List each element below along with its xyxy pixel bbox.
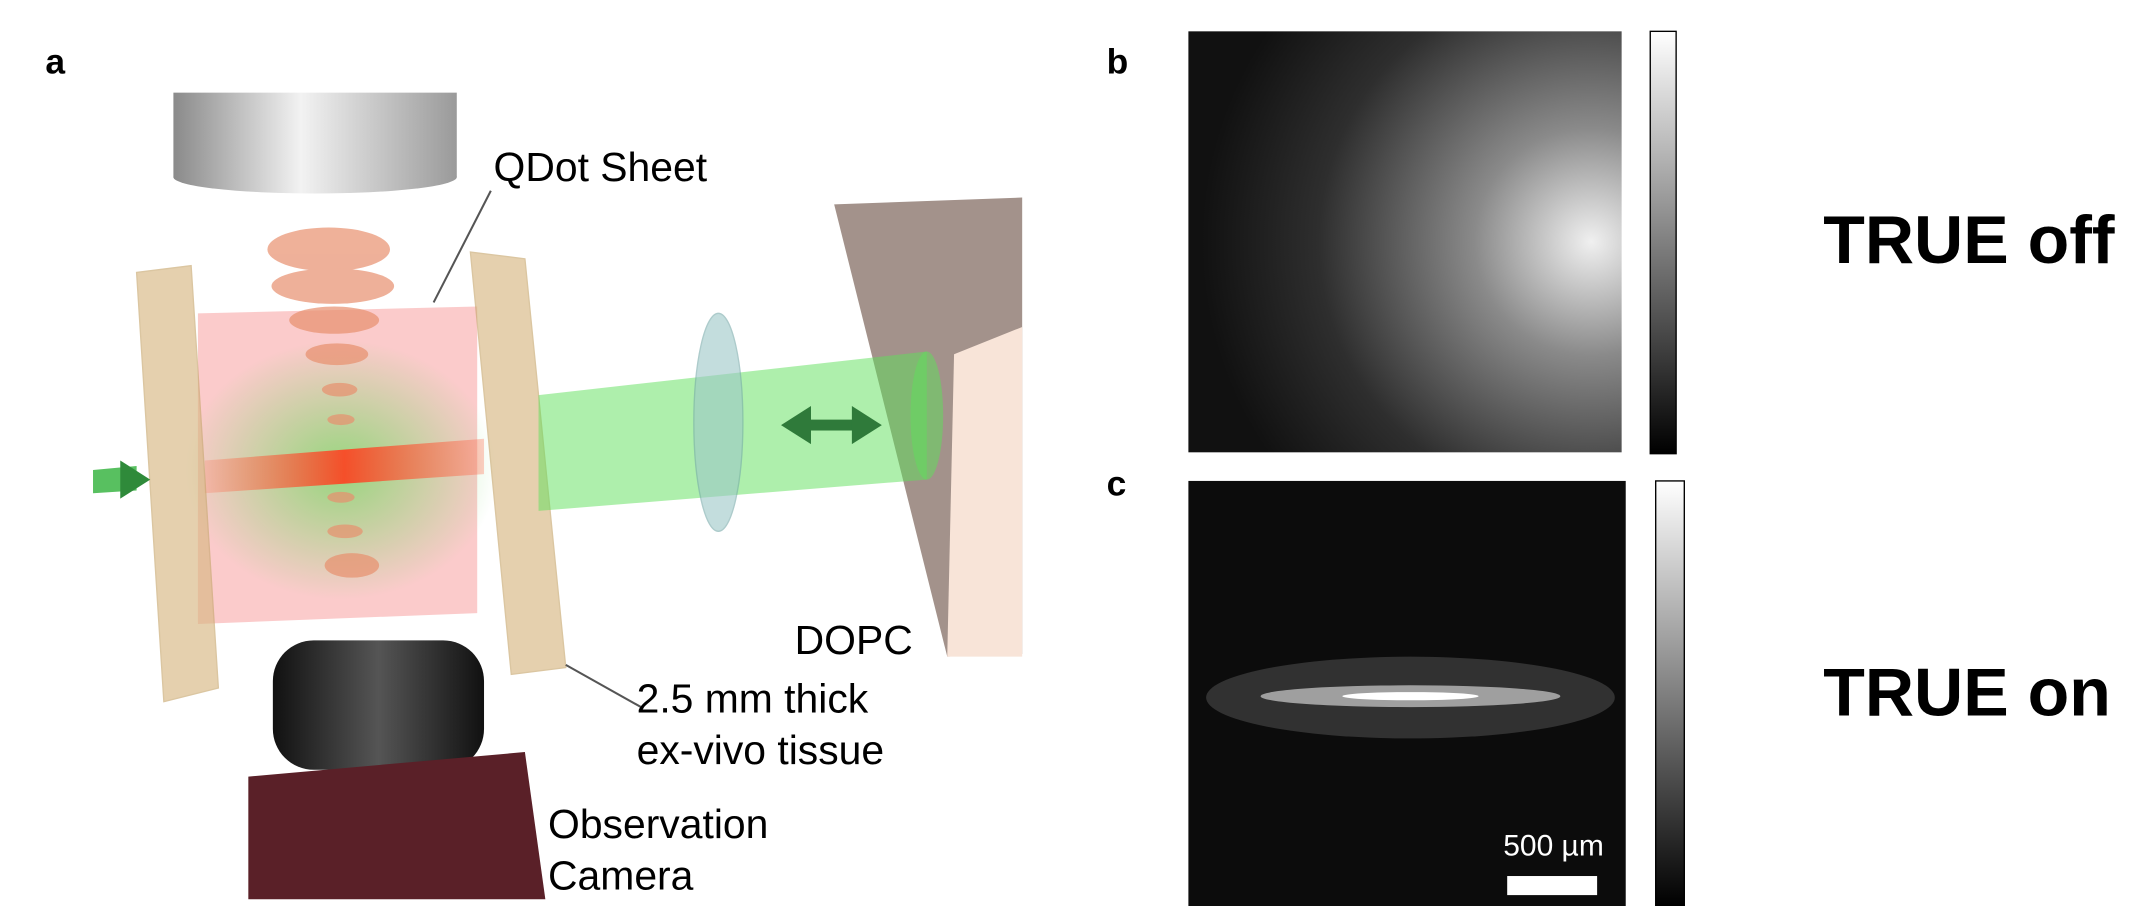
panel-label: c	[1107, 464, 1127, 504]
cone-end	[910, 352, 943, 480]
leader-line	[566, 665, 644, 709]
page: {"panels": { "a": {"label": "a", "qdot_s…	[0, 0, 2137, 906]
annotation: Observation	[548, 801, 768, 847]
lens	[694, 313, 743, 531]
annotation: Camera	[548, 853, 694, 899]
camera-body	[248, 752, 545, 899]
camera-lens	[273, 640, 484, 769]
panel-label: b	[1107, 41, 1129, 81]
scale-bar-label: 500 µm	[1503, 829, 1604, 862]
annotation: 2.5 mm thick	[637, 675, 869, 721]
schematic	[93, 93, 1022, 900]
annotation: ex-vivo tissue	[637, 727, 885, 773]
caption: TRUE off	[1823, 202, 2115, 278]
figure: a QDot Sheet DOPC 2.5 mm thic	[0, 0, 2137, 906]
image-core	[1342, 692, 1478, 700]
colorbar	[1650, 31, 1676, 453]
dopc-face	[947, 327, 1022, 657]
annotation: DOPC	[795, 617, 913, 663]
image	[1188, 31, 1621, 452]
annotation: QDot Sheet	[494, 144, 708, 190]
panel-label: a	[45, 41, 65, 81]
colorbar	[1656, 481, 1685, 906]
caption: TRUE on	[1823, 655, 2111, 731]
objective-base	[173, 161, 456, 194]
scale-bar	[1507, 876, 1597, 895]
